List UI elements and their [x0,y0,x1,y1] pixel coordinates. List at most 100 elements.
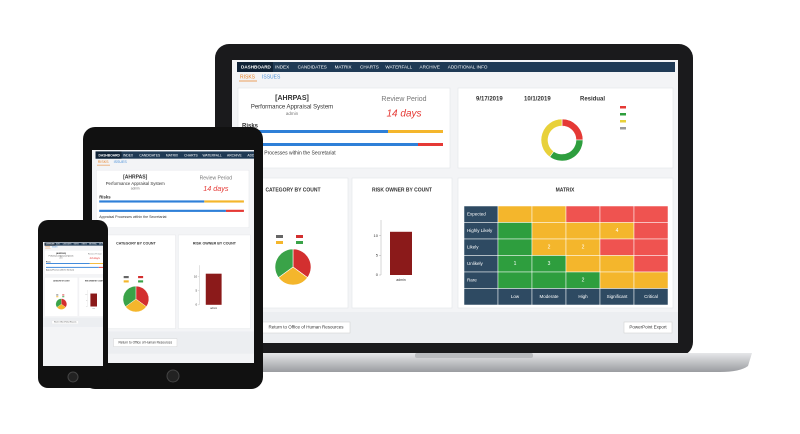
nav-item[interactable]: MATRIX [166,153,179,157]
nav-item[interactable]: ADDITIONAL INFO [247,153,276,157]
legend-swatch [123,276,129,279]
note: Appraisal Processes within the Secretari… [99,215,166,219]
legend-swatch [62,294,65,296]
progress [225,209,244,212]
panel [44,277,78,317]
phone-button [67,371,79,383]
button[interactable] [623,321,673,334]
col-label: Low [511,294,520,299]
panel [44,250,103,275]
legend-swatch [123,280,129,283]
nav-bar [44,242,103,246]
matrix-cell [633,222,669,240]
residual-label: Residual [580,97,605,103]
panel-title: CATEGORY BY COUNT [116,242,156,246]
code: [AHRPAS] [275,95,309,102]
col-header [633,288,669,306]
progress [388,130,443,133]
nav-item[interactable]: CHARTS [184,153,198,157]
bar [390,231,412,275]
tab[interactable]: RISKS [240,74,256,80]
nav-item[interactable]: ADDITIONAL INFO [448,65,488,70]
matrix-cell [599,271,635,289]
nav-item[interactable]: CHARTS [360,65,379,70]
nav-item[interactable]: WATERFALL [385,65,412,70]
nav-item[interactable]: INDEX [56,244,60,246]
user: admin [59,258,63,260]
matrix-cell [565,222,601,240]
matrix-cell [565,255,601,273]
panel-title: MATRIX [556,187,575,193]
laptop-dashboard: DASHBOARD INDEX CANDIDATES MATRIX CHARTS WATE… [232,62,678,343]
nav-active [95,151,122,159]
cell-value: 2 [582,278,585,284]
nav-item[interactable]: MATRIX [335,65,352,70]
code: [AHRPAS] [56,252,66,255]
button-label[interactable]: PowerPoint Export [629,325,667,330]
nav-bar [95,151,254,159]
matrix-cell [531,271,567,289]
legend-swatch [296,235,303,238]
y-tick-label: 5 [376,252,379,257]
review-label: Review Period [200,175,233,181]
end-date: 10/1/2019 [524,97,551,103]
y-tick-label: 10 [85,294,87,296]
x-tick-label: admin [210,307,217,310]
bar [205,273,222,305]
matrix-cell [599,255,635,273]
tab[interactable]: ISSUES [262,74,281,80]
nav-active [237,62,273,72]
legend-swatch [296,241,303,244]
x-tick-label: admin [92,307,95,309]
nav-item[interactable]: CANDIDATES [139,153,161,157]
tab[interactable]: ISSUES [114,160,128,164]
cell-value: 3 [548,261,551,267]
risks-label: Risks [46,261,51,263]
review-value: 14 days [203,184,229,193]
row-label: Rare [467,277,477,282]
nav-item[interactable]: DASHBOARD [241,65,272,70]
pie-slice [274,248,294,278]
matrix-cell [497,205,533,223]
tab[interactable]: RISKS [98,160,109,164]
y-tick-label: 10 [194,274,198,278]
tab[interactable]: RISKS [45,246,50,248]
progress [99,209,226,212]
start-date: 9/17/2019 [476,97,503,103]
y-tick-label: 10 [374,233,379,238]
matrix-cell [633,255,669,273]
laptop-base [196,353,752,372]
user: admin [131,187,140,191]
y-tick-label: 0 [376,272,379,277]
cell-value: 1 [514,261,517,267]
button-label[interactable]: Return to Office of Human Resources [118,340,172,344]
review-label: Review Period [88,252,102,255]
nav-item[interactable]: INDEX [123,153,134,157]
legend-swatch [56,296,59,298]
button-label[interactable]: Return to Office of Human Resources [269,325,345,330]
nav-item[interactable]: CANDIDATES [298,65,327,70]
panel [96,234,176,329]
nav-item[interactable]: WATERFALL [202,153,221,157]
nav-item[interactable]: DASHBOARD [98,153,120,157]
legend-swatch [276,235,283,238]
tablet-button [166,369,180,383]
dashboard: DASHBOARD INDEX CANDIDATES MATRIX CHARTS WATE… [43,242,103,327]
code: [AHRPAS] [123,175,148,181]
nav-active [44,242,56,246]
button[interactable] [113,338,178,347]
button[interactable] [51,320,79,324]
progress [242,143,418,146]
nav-bar [237,62,675,72]
review-value: 14 days [386,109,421,120]
dashboard: DASHBOARD INDEX CANDIDATES MATRIX CHARTS WATE… [232,62,678,343]
nav-item[interactable]: INDEX [275,65,289,70]
matrix-cell [599,238,635,256]
nav-item[interactable]: ARCHIVE [227,153,242,157]
matrix-cell [599,205,635,223]
col-label: Critical [644,294,658,299]
user: admin [286,111,299,116]
nav-item[interactable]: ARCHIVE [420,65,440,70]
tab[interactable]: ISSUES [52,246,58,248]
